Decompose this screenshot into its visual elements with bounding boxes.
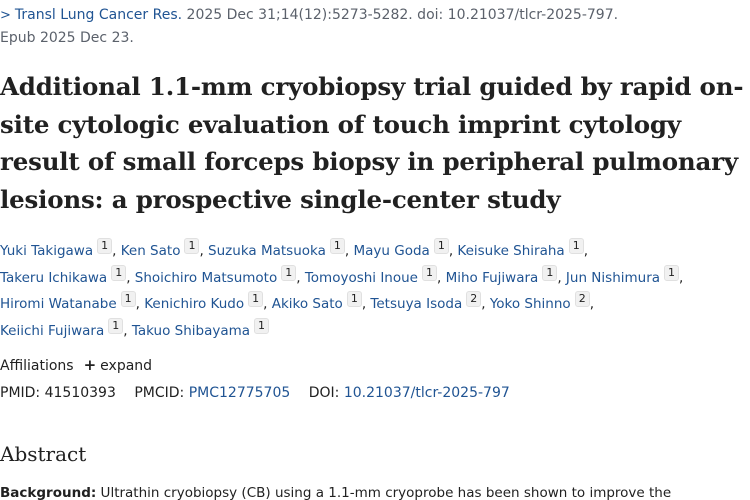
author-separator: , <box>199 243 209 259</box>
author-item: Keiichi Fujiwara 1, <box>0 317 132 339</box>
affiliations-label: Affiliations <box>0 358 74 374</box>
doi-label: DOI: <box>308 385 340 401</box>
author-link[interactable]: Ken Sato <box>120 243 181 259</box>
affiliation-number[interactable]: 2 <box>466 291 482 307</box>
author-item: Jun Nishimura 1, <box>565 264 684 286</box>
affiliation-number[interactable]: 1 <box>184 238 200 254</box>
citation-details: 2025 Dec 31;14(12):5273-5282. doi: 10.21… <box>186 7 619 23</box>
pmid-value: 41510393 <box>44 385 116 401</box>
author-item: Suzuka Matsuoka 1, <box>208 238 354 259</box>
chevron-right-icon[interactable]: > <box>0 8 11 23</box>
author-item: Takeru Ichikawa 1, <box>0 264 135 286</box>
abstract-background: Background: Ultrathin cryobiopsy (CB) us… <box>0 482 750 500</box>
author-link[interactable]: Miho Fujiwara <box>445 269 539 286</box>
author-separator: , <box>296 269 305 286</box>
author-link[interactable]: Hiromi Watanabe <box>0 296 117 312</box>
citation: > Transl Lung Cancer Res. 2025 Dec 31;14(… <box>0 4 750 50</box>
author-separator: , <box>361 296 371 312</box>
author-link[interactable]: Yuki Takigawa <box>0 243 94 259</box>
epub-date: Epub 2025 Dec 23. <box>0 30 134 46</box>
affiliation-number[interactable]: 1 <box>568 238 584 254</box>
author-link[interactable]: Tomoyoshi Inoue <box>304 269 418 286</box>
author-item: Miho Fujiwara 1, <box>445 264 566 286</box>
author-item: Akiko Sato 1, <box>271 291 371 312</box>
author-separator: , <box>589 296 594 312</box>
author-separator: , <box>344 243 354 259</box>
affiliation-number[interactable]: 1 <box>120 291 136 307</box>
author-separator: , <box>583 243 588 259</box>
affiliation-number[interactable]: 1 <box>422 264 437 281</box>
affiliation-number[interactable]: 1 <box>254 317 270 334</box>
author-item: Takuo Shibayama 1 <box>131 317 270 339</box>
author-link[interactable]: Suzuka Matsuoka <box>208 243 326 259</box>
author-item: Hiromi Watanabe 1, <box>0 291 145 312</box>
author-item: Yoko Shinno 2, <box>489 291 594 312</box>
affiliation-number[interactable]: 1 <box>433 238 449 254</box>
author-item: Kenichiro Kudo 1, <box>144 291 272 312</box>
author-link[interactable]: Kenichiro Kudo <box>144 296 245 312</box>
affiliations-toggle[interactable]: Affiliations + expand <box>0 354 152 377</box>
author-link[interactable]: Takeru Ichikawa <box>0 269 108 286</box>
author-item: Tetsuya Isoda 2, <box>370 291 490 312</box>
author-link[interactable]: Tetsuya Isoda <box>370 296 463 312</box>
author-item: Keisuke Shiraha 1, <box>457 238 588 259</box>
author-item: Ken Sato 1, <box>120 238 209 259</box>
author-item: Mayu Goda 1, <box>353 238 458 259</box>
background-text: Ultrathin cryobiopsy (CB) using a 1.1-mm… <box>96 485 672 500</box>
author-separator: , <box>679 269 684 286</box>
plus-icon[interactable]: + <box>83 356 97 374</box>
expand-link[interactable]: expand <box>100 358 153 374</box>
affiliation-number[interactable]: 1 <box>97 238 113 254</box>
affiliation-number[interactable]: 1 <box>111 264 127 281</box>
author-link[interactable]: Akiko Sato <box>271 296 343 312</box>
identifiers: PMID: 41510393 PMCID: PMC12775705 DOI: 1… <box>0 382 750 404</box>
author-item: Shoichiro Matsumoto 1, <box>134 264 305 286</box>
author-separator: , <box>135 296 145 312</box>
author-link[interactable]: Keiichi Fujiwara <box>0 322 105 339</box>
author-link[interactable]: Mayu Goda <box>353 243 430 259</box>
affiliation-number[interactable]: 2 <box>574 291 590 307</box>
abstract-heading: Abstract <box>0 442 87 466</box>
author-link[interactable]: Takuo Shibayama <box>131 322 251 339</box>
author-item: Tomoyoshi Inoue 1, <box>304 264 446 286</box>
author-link[interactable]: Keisuke Shiraha <box>457 243 565 259</box>
doi-link[interactable]: 10.21037/tlcr-2025-797 <box>343 385 510 401</box>
author-separator: , <box>448 243 458 259</box>
author-item: Yuki Takigawa 1, <box>0 238 121 259</box>
affiliation-number[interactable]: 1 <box>108 317 124 334</box>
author-separator: , <box>112 243 121 259</box>
affiliation-number[interactable]: 1 <box>248 291 264 307</box>
affiliation-number[interactable]: 1 <box>664 264 680 281</box>
affiliation-number[interactable]: 1 <box>542 264 558 281</box>
article-title: Additional 1.1-mm cryobiopsy trial guide… <box>0 72 744 214</box>
pmcid-label: PMCID: <box>134 385 185 401</box>
author-separator: , <box>481 296 490 312</box>
pmid-label: PMID: <box>0 385 41 401</box>
affiliation-number[interactable]: 1 <box>281 264 297 281</box>
author-link[interactable]: Shoichiro Matsumoto <box>134 269 278 286</box>
author-separator: , <box>126 269 135 286</box>
pmcid-link[interactable]: PMC12775705 <box>188 385 291 401</box>
author-separator: , <box>263 296 272 312</box>
author-link[interactable]: Yoko Shinno <box>489 296 571 312</box>
author-separator: , <box>123 322 132 339</box>
author-list: Yuki Takigawa 1, Ken Sato 1, Suzuka Matsuo… <box>0 238 750 344</box>
journal-link[interactable]: Transl Lung Cancer Res. <box>14 7 183 23</box>
author-separator: , <box>557 269 566 286</box>
affiliation-number[interactable]: 1 <box>346 291 362 307</box>
background-label: Background: <box>0 485 97 500</box>
author-link[interactable]: Jun Nishimura <box>565 269 661 286</box>
affiliation-number[interactable]: 1 <box>329 238 345 254</box>
author-separator: , <box>437 269 446 286</box>
